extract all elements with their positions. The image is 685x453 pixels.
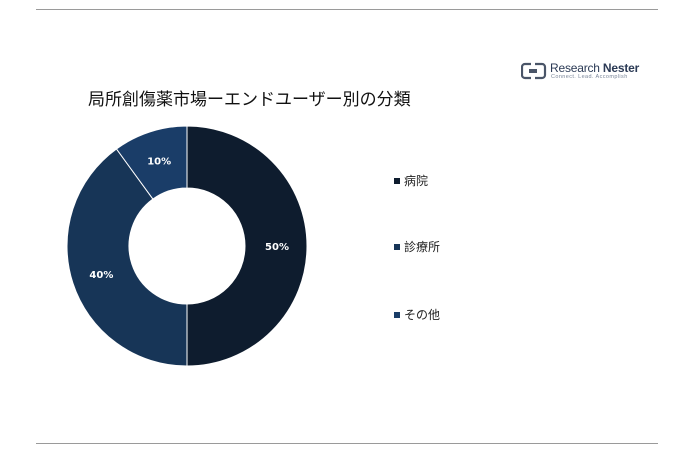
logo-text: Research Nester [550,61,639,75]
legend-item-1: 病院 [394,172,428,189]
legend-item-2: 診療所 [394,238,440,255]
logo-tagline: Connect. Lead. Accomplish [551,74,628,80]
slice-label-3: 10% [147,156,171,167]
legend-swatch [394,312,400,318]
slice-label-1: 50% [265,242,289,253]
slice-1 [186,125,308,367]
legend-label: 病院 [404,174,429,188]
legend-label: その他 [404,308,441,322]
logo-text-light: Research [550,61,603,75]
research-nester-logo: Research Nester Connect. Lead. Accomplis… [521,60,641,84]
top-divider [36,9,658,10]
chart-title: 局所創傷薬市場ーエンドユーザー別の分類 [88,90,411,110]
slice-3 [115,125,188,200]
logo-text-bold: Nester [602,61,640,75]
slice-label-2: 40% [89,270,113,281]
legend-swatch [394,244,400,250]
bottom-divider [36,443,658,444]
legend-label: 診療所 [404,240,441,254]
logo-icon [521,62,547,80]
legend-swatch [394,178,400,184]
legend-item-3: その他 [394,306,440,323]
slice-2 [66,148,188,367]
